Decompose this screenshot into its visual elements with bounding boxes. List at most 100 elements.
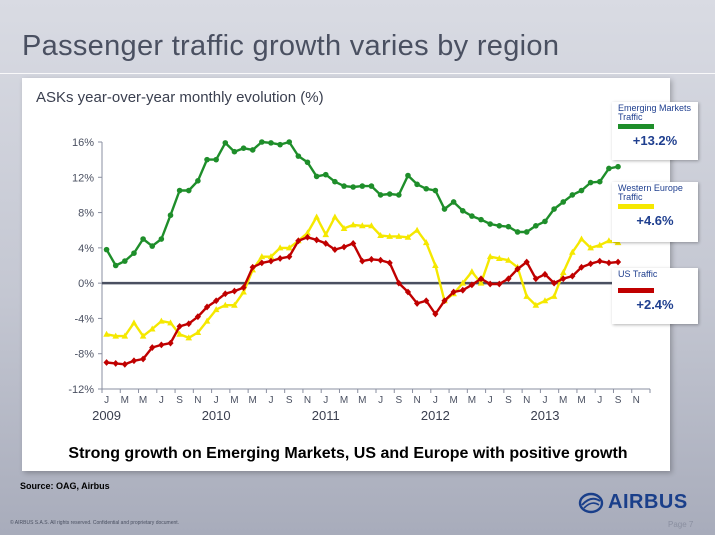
data-point-emerging-markets-traffic	[158, 236, 165, 242]
data-point-emerging-markets-traffic	[396, 192, 402, 198]
data-point-western-europe-traffic	[176, 330, 183, 337]
title-divider	[0, 73, 715, 74]
data-point-emerging-markets-traffic	[551, 206, 557, 212]
legend-label: Emerging Markets Traffic	[618, 103, 692, 122]
data-point-us-traffic	[560, 275, 567, 283]
data-point-us-traffic	[514, 265, 521, 273]
chart-footnote: Strong growth on Emerging Markets, US an…	[68, 445, 627, 462]
data-point-us-traffic	[541, 270, 549, 278]
data-point-emerging-markets-traffic	[240, 145, 247, 151]
data-point-western-europe-traffic	[285, 244, 293, 251]
data-point-emerging-markets-traffic	[131, 250, 137, 256]
data-point-us-traffic	[423, 297, 430, 305]
data-point-western-europe-traffic	[231, 301, 238, 308]
data-point-us-traffic	[322, 240, 329, 247]
data-point-western-europe-traffic	[559, 269, 567, 276]
data-point-western-europe-traffic	[349, 221, 357, 228]
data-point-us-traffic	[450, 288, 457, 296]
series-line-emerging-markets-traffic	[105, 140, 619, 267]
data-point-western-europe-traffic	[267, 253, 275, 260]
data-point-us-traffic	[112, 360, 119, 367]
data-point-emerging-markets-traffic	[414, 181, 420, 188]
data-point-western-europe-traffic	[359, 222, 366, 229]
y-tick-label: -8%	[74, 349, 94, 361]
data-point-us-traffic	[414, 300, 421, 307]
data-point-us-traffic	[203, 303, 211, 311]
data-point-western-europe-traffic	[304, 229, 311, 236]
data-point-us-traffic	[551, 279, 558, 287]
legend-western-europe: Western Europe Traffic +4.6%	[612, 182, 698, 242]
data-point-emerging-markets-traffic	[523, 229, 530, 235]
y-tick-label: 16%	[72, 137, 94, 149]
data-point-emerging-markets-traffic	[350, 184, 356, 190]
data-point-us-traffic	[496, 280, 503, 288]
data-point-western-europe-traffic	[496, 254, 503, 261]
data-point-emerging-markets-traffic	[231, 148, 238, 155]
data-point-us-traffic	[350, 240, 357, 247]
data-point-emerging-markets-traffic	[176, 187, 183, 194]
x-month-label: J	[104, 395, 109, 406]
x-year-label: 2012	[421, 408, 450, 423]
data-point-emerging-markets-traffic	[533, 223, 539, 229]
x-year-label: 2009	[92, 408, 121, 423]
data-point-us-traffic	[532, 275, 539, 283]
data-point-western-europe-traffic	[486, 253, 494, 260]
data-point-emerging-markets-traffic	[377, 192, 384, 198]
x-month-label: M	[340, 395, 348, 406]
data-point-us-traffic	[569, 272, 576, 280]
legend-swatch	[618, 204, 654, 209]
data-point-western-europe-traffic	[368, 222, 375, 229]
data-point-us-traffic	[185, 320, 192, 328]
data-point-western-europe-traffic	[523, 292, 530, 299]
data-point-emerging-markets-traffic	[195, 178, 201, 184]
x-year-label: 2013	[531, 408, 560, 423]
data-point-western-europe-traffic	[505, 256, 512, 263]
data-point-us-traffic	[249, 263, 256, 271]
data-point-us-traffic	[313, 236, 320, 244]
y-tick-label: -12%	[68, 384, 94, 396]
data-point-western-europe-traffic	[222, 301, 229, 308]
data-point-western-europe-traffic	[112, 332, 119, 339]
data-point-western-europe-traffic	[185, 334, 193, 341]
data-point-us-traffic	[194, 313, 201, 321]
data-point-western-europe-traffic	[203, 317, 211, 324]
x-month-label: S	[176, 395, 183, 406]
data-point-western-europe-traffic	[413, 226, 421, 233]
x-month-label: N	[304, 395, 311, 406]
legend-value: +2.4%	[636, 297, 674, 312]
x-month-label: N	[523, 395, 530, 406]
data-point-emerging-markets-traffic	[213, 156, 219, 163]
data-point-us-traffic	[441, 297, 448, 305]
data-point-us-traffic	[340, 243, 348, 251]
x-year-label: 2011	[312, 408, 340, 423]
data-point-emerging-markets-traffic	[286, 139, 293, 145]
x-month-label: J	[433, 395, 438, 406]
chart-axes: -12% -8% -4% 0% 4% 8% 12% 16%	[68, 137, 650, 396]
data-point-us-traffic	[130, 357, 138, 365]
data-point-emerging-markets-traffic	[514, 229, 521, 235]
copyright-notice: © AIRBUS S.A.S. All rights reserved. Con…	[10, 520, 180, 526]
data-point-us-traffic	[368, 255, 375, 263]
data-point-western-europe-traffic	[158, 317, 165, 324]
data-point-emerging-markets-traffic	[359, 183, 366, 189]
data-point-emerging-markets-traffic	[268, 140, 274, 146]
data-point-emerging-markets-traffic	[332, 178, 338, 185]
data-point-us-traffic	[121, 360, 128, 368]
x-month-label: J	[542, 395, 547, 406]
x-month-label: M	[449, 395, 457, 406]
data-point-us-traffic	[395, 279, 402, 287]
data-point-emerging-markets-traffic	[149, 243, 156, 249]
data-point-emerging-markets-traffic	[167, 212, 174, 219]
x-month-label: J	[323, 395, 328, 406]
data-point-emerging-markets-traffic	[569, 192, 576, 198]
x-month-label: S	[615, 395, 622, 406]
data-point-emerging-markets-traffic	[122, 258, 128, 264]
data-point-us-traffic	[404, 288, 412, 296]
data-point-emerging-markets-traffic	[441, 206, 448, 212]
data-point-western-europe-traffic	[377, 232, 384, 239]
legend-value: +13.2%	[632, 133, 678, 148]
data-point-emerging-markets-traffic	[505, 223, 512, 230]
data-point-western-europe-traffic	[194, 329, 202, 336]
data-point-western-europe-traffic	[322, 231, 330, 238]
data-point-emerging-markets-traffic	[478, 216, 484, 223]
